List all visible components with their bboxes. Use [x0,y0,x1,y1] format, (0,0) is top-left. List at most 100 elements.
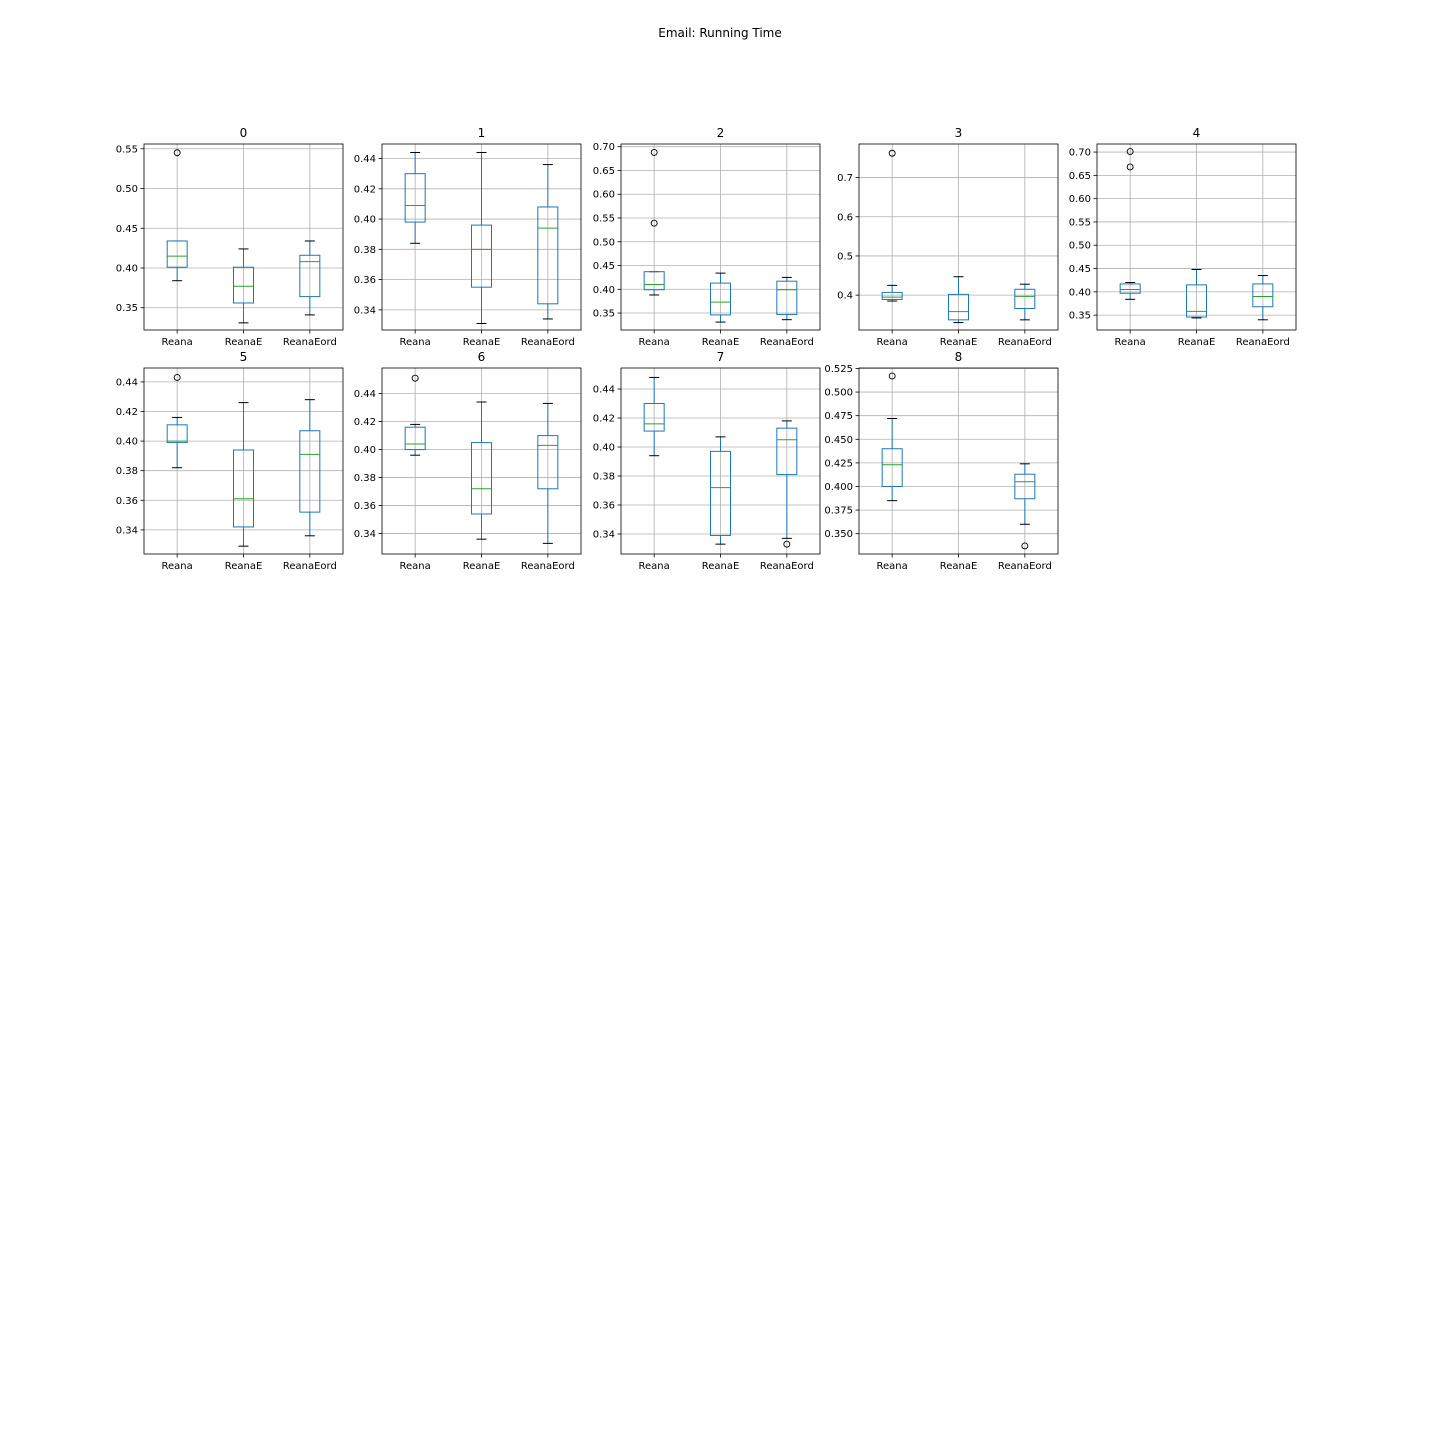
y-tick-label: 0.70 [593,142,615,153]
x-tick-label: ReanaEord [998,561,1052,572]
outlier-point [783,540,791,548]
box-reanae [1186,268,1207,319]
box-iqr [166,240,188,268]
y-tick-label: 0.38 [354,245,376,256]
outlier-point [1126,148,1134,156]
y-tick-label: 0.50 [593,237,615,248]
y-tick-label: 0.35 [1069,311,1091,322]
box-iqr [537,206,559,305]
box-reana [1119,148,1141,300]
box-reanaeord [776,420,798,548]
y-tick-label: 0.350 [824,529,853,540]
x-tick-label: ReanaE [463,337,501,348]
x-tick-label: ReanaEord [760,337,814,348]
axes-frame [381,367,582,555]
x-tick-label: ReanaEord [1236,337,1290,348]
y-tick-label: 0.44 [593,385,615,396]
outlier-point [1126,163,1134,171]
x-tick-label: Reana [400,561,431,572]
axes-frame [858,143,1059,331]
box-iqr [881,291,903,300]
y-tick-label: 0.34 [593,529,615,540]
subplot-8: 8 0.350 0.375 0.400 0.425 0.450 0.475 0.500 0.52… [824,350,1059,572]
box-iqr [776,280,798,315]
x-tick-label: ReanaE [225,561,263,572]
x-tick-label: Reana [639,337,670,348]
outlier-point [650,219,658,227]
box-reanaeord [1014,463,1036,550]
axes-frame [858,367,1059,555]
y-tick-label: 0.400 [824,482,853,493]
y-tick-label: 0.40 [593,443,615,454]
y-tick-label: 0.36 [593,500,615,511]
y-tick-label: 0.38 [116,466,138,477]
axes-frame [143,143,344,331]
x-tick-label: Reana [162,561,193,572]
box-iqr [233,266,254,304]
y-tick-label: 0.36 [116,496,138,507]
axes-frame [381,143,582,331]
y-tick-label: 0.450 [824,435,853,446]
y-tick-label: 0.34 [116,525,138,536]
y-tick-label: 0.5 [837,251,853,262]
box-iqr [299,430,321,513]
x-tick-label: ReanaEord [283,561,337,572]
box-iqr [299,254,321,298]
subplot-title: 0 [240,126,248,140]
figure-title: Email: Running Time [658,26,782,40]
axes-frame [620,143,821,331]
box-iqr [881,448,903,487]
outlier-point [173,149,181,157]
y-tick-label: 0.38 [354,473,376,484]
y-tick-label: 0.44 [116,377,138,388]
y-tick-label: 0.42 [354,417,376,428]
y-tick-label: 0.40 [116,437,138,448]
y-tick-label: 0.45 [116,224,138,235]
box-iqr [471,224,492,288]
outlier-point [411,374,419,382]
y-tick-label: 0.40 [116,264,138,275]
y-tick-label: 0.55 [116,144,138,155]
box-iqr [643,271,665,291]
x-tick-label: ReanaE [940,337,978,348]
box-iqr [643,403,665,432]
y-tick-label: 0.4 [837,291,853,302]
y-tick-label: 0.7 [837,173,853,184]
box-iqr [404,426,426,451]
y-tick-label: 0.375 [824,506,853,517]
outlier-point [888,372,896,380]
box-iqr [710,282,731,316]
box-reana [166,149,188,282]
y-tick-label: 0.525 [824,364,853,375]
x-tick-label: Reana [639,561,670,572]
y-tick-label: 0.65 [593,166,615,177]
box-reanaeord [537,402,559,544]
box-iqr [1014,473,1036,500]
subplot-5: 5 0.34 0.36 0.38 0.40 0.42 0.44 Reana ReanaE Rean… [116,350,344,572]
y-tick-label: 0.42 [116,407,138,418]
x-tick-label: Reana [1115,337,1146,348]
y-tick-label: 0.44 [354,389,376,400]
y-tick-label: 0.35 [593,309,615,320]
box-iqr [1119,283,1141,294]
y-tick-label: 0.45 [1069,264,1091,275]
x-tick-label: ReanaE [225,337,263,348]
subplot-7: 7 0.34 0.36 0.38 0.40 0.42 0.44 Reana ReanaE Rean… [593,350,821,572]
x-tick-label: ReanaEord [521,561,575,572]
box-reanaeord [1252,275,1274,321]
y-tick-label: 0.42 [593,414,615,425]
x-tick-label: ReanaEord [283,337,337,348]
x-tick-label: ReanaEord [998,337,1052,348]
x-tick-label: Reana [162,337,193,348]
box-reanae [710,436,731,545]
box-iqr [1252,283,1274,308]
box-iqr [710,450,731,536]
box-reana [643,376,665,457]
x-tick-label: ReanaE [463,561,501,572]
x-tick-label: ReanaEord [521,337,575,348]
subplot-title: 7 [717,350,725,364]
x-tick-label: ReanaE [702,561,740,572]
y-tick-label: 0.38 [593,472,615,483]
subplot-title: 5 [240,350,248,364]
